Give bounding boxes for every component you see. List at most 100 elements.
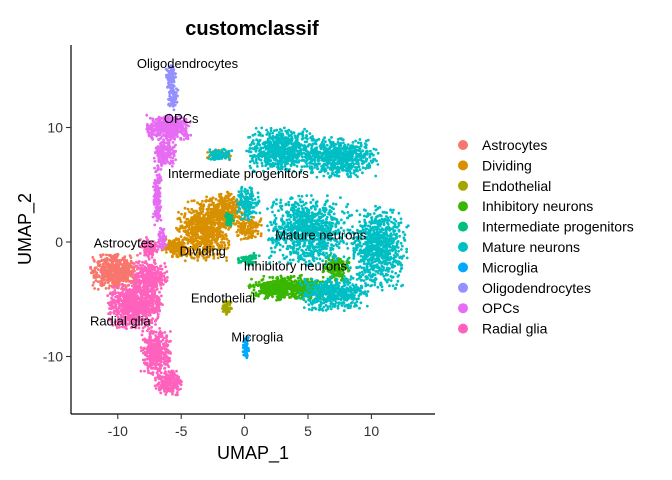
data-point bbox=[204, 258, 208, 262]
data-point bbox=[195, 247, 199, 251]
data-point bbox=[91, 283, 95, 287]
data-point bbox=[218, 201, 222, 205]
data-point bbox=[322, 159, 326, 163]
data-point bbox=[186, 229, 190, 232]
data-point bbox=[222, 219, 225, 222]
data-point bbox=[222, 224, 226, 227]
data-point bbox=[200, 230, 203, 234]
data-point bbox=[208, 250, 212, 253]
data-point bbox=[303, 254, 306, 258]
data-point bbox=[338, 137, 342, 140]
data-point bbox=[226, 208, 230, 211]
data-point bbox=[337, 274, 340, 278]
data-point bbox=[227, 198, 231, 202]
data-point bbox=[293, 134, 297, 138]
data-point bbox=[267, 157, 271, 161]
data-point bbox=[310, 138, 314, 142]
data-point bbox=[240, 232, 244, 236]
data-point bbox=[297, 159, 301, 163]
data-point bbox=[289, 130, 293, 134]
data-point bbox=[336, 152, 339, 156]
data-point bbox=[249, 143, 253, 146]
data-point bbox=[121, 278, 124, 282]
data-point bbox=[203, 226, 207, 230]
data-point bbox=[198, 222, 202, 226]
data-point bbox=[276, 277, 280, 281]
data-point bbox=[342, 141, 345, 145]
data-point bbox=[225, 154, 228, 158]
data-point bbox=[219, 222, 223, 225]
data-point bbox=[186, 239, 189, 242]
data-point bbox=[287, 142, 290, 146]
data-point bbox=[327, 211, 331, 214]
data-point bbox=[208, 214, 212, 218]
data-point bbox=[201, 242, 205, 245]
data-point bbox=[126, 262, 129, 266]
data-point bbox=[346, 162, 349, 166]
data-point bbox=[202, 256, 206, 259]
data-point bbox=[232, 222, 235, 225]
data-point bbox=[206, 151, 210, 154]
chart-title: customclassif bbox=[185, 18, 319, 40]
data-point bbox=[300, 143, 303, 147]
data-point bbox=[183, 214, 187, 218]
data-point bbox=[101, 267, 105, 270]
data-point bbox=[305, 134, 309, 138]
data-point bbox=[319, 147, 323, 151]
data-point bbox=[353, 166, 357, 169]
data-point bbox=[200, 239, 204, 242]
data-point bbox=[375, 159, 378, 163]
data-point bbox=[295, 220, 298, 223]
data-point bbox=[265, 151, 269, 155]
data-point bbox=[372, 153, 375, 157]
data-point bbox=[314, 200, 318, 204]
data-point bbox=[114, 253, 117, 257]
data-point bbox=[208, 203, 211, 207]
data-point bbox=[102, 263, 105, 267]
data-point bbox=[201, 219, 205, 222]
data-point bbox=[179, 235, 183, 239]
data-point bbox=[221, 202, 225, 206]
data-point bbox=[256, 142, 260, 146]
data-point bbox=[181, 238, 185, 242]
data-point bbox=[254, 291, 258, 295]
data-point bbox=[287, 210, 290, 214]
data-point bbox=[306, 137, 309, 141]
data-point bbox=[272, 201, 275, 205]
data-point bbox=[100, 259, 104, 262]
data-point bbox=[213, 158, 217, 161]
data-point bbox=[310, 170, 314, 173]
data-point bbox=[289, 151, 292, 154]
data-point bbox=[230, 199, 233, 203]
data-point bbox=[312, 151, 316, 155]
data-point bbox=[280, 204, 284, 208]
data-point bbox=[293, 292, 297, 296]
data-point bbox=[351, 159, 354, 163]
data-point bbox=[300, 204, 304, 208]
data-point bbox=[126, 278, 130, 282]
data-point bbox=[228, 213, 231, 217]
data-point bbox=[294, 160, 297, 164]
data-point bbox=[113, 274, 116, 278]
data-point bbox=[225, 259, 229, 262]
data-point bbox=[271, 131, 275, 135]
data-point bbox=[228, 157, 232, 161]
data-point bbox=[294, 146, 298, 150]
data-point bbox=[281, 142, 285, 146]
data-point bbox=[121, 256, 125, 260]
data-point bbox=[235, 219, 239, 223]
data-point bbox=[252, 283, 256, 287]
data-point bbox=[254, 229, 257, 233]
data-point bbox=[260, 223, 263, 227]
data-point bbox=[206, 225, 209, 229]
data-point bbox=[96, 268, 100, 271]
data-point bbox=[190, 235, 194, 239]
data-point bbox=[323, 209, 326, 213]
data-point bbox=[282, 137, 286, 141]
data-point bbox=[333, 151, 337, 154]
data-point bbox=[319, 156, 323, 160]
data-point bbox=[129, 259, 133, 263]
data-point bbox=[186, 252, 189, 255]
data-point bbox=[218, 212, 222, 216]
